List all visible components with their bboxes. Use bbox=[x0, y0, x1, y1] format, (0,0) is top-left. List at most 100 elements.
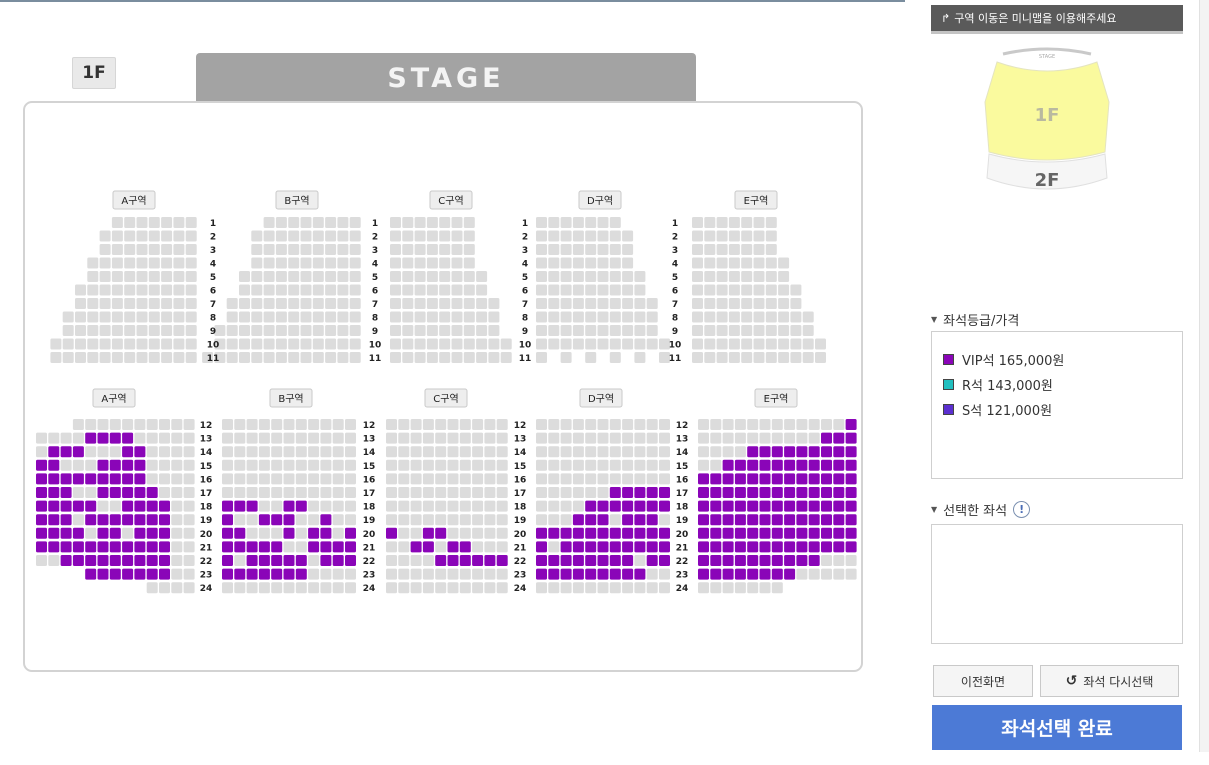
seat-empty[interactable] bbox=[609, 230, 621, 242]
seat-empty[interactable] bbox=[251, 257, 263, 269]
seat-vip[interactable] bbox=[572, 527, 584, 539]
seat-vip[interactable] bbox=[85, 514, 97, 526]
seat-empty[interactable] bbox=[692, 217, 703, 228]
seat-empty[interactable] bbox=[609, 244, 621, 255]
seat-empty[interactable] bbox=[536, 257, 547, 269]
seat-empty[interactable] bbox=[325, 217, 337, 228]
seat-empty[interactable] bbox=[283, 459, 295, 471]
seat-vip[interactable] bbox=[560, 541, 572, 553]
seat-vip[interactable] bbox=[159, 555, 170, 566]
seat-empty[interactable] bbox=[410, 500, 422, 512]
seat-vip[interactable] bbox=[759, 555, 771, 566]
seat-empty[interactable] bbox=[476, 284, 488, 296]
complete-selection-button[interactable]: 좌석선택 완료 bbox=[932, 705, 1182, 750]
seat-empty[interactable] bbox=[214, 352, 226, 363]
seat-empty[interactable] bbox=[634, 419, 646, 430]
seat-empty[interactable] bbox=[386, 555, 397, 566]
seat-empty[interactable] bbox=[459, 432, 471, 444]
seat-empty[interactable] bbox=[488, 352, 500, 363]
seat-empty[interactable] bbox=[246, 514, 258, 526]
seat-empty[interactable] bbox=[536, 514, 547, 526]
seat-empty[interactable] bbox=[659, 473, 670, 485]
seat-empty[interactable] bbox=[398, 555, 410, 566]
seat-empty[interactable] bbox=[75, 338, 86, 350]
seat-empty[interactable] bbox=[271, 527, 283, 539]
seat-vip[interactable] bbox=[585, 500, 597, 512]
seat-empty[interactable] bbox=[72, 514, 84, 526]
seat-empty[interactable] bbox=[136, 311, 148, 323]
seat-empty[interactable] bbox=[548, 298, 560, 309]
seat-empty[interactable] bbox=[386, 541, 397, 553]
seat-empty[interactable] bbox=[753, 284, 765, 296]
seat-vip[interactable] bbox=[36, 500, 47, 512]
seat-empty[interactable] bbox=[536, 217, 547, 228]
seat-vip[interactable] bbox=[97, 568, 109, 580]
seat-empty[interactable] bbox=[646, 325, 658, 336]
seat-empty[interactable] bbox=[288, 298, 300, 309]
seat-empty[interactable] bbox=[148, 257, 160, 269]
seat-empty[interactable] bbox=[148, 271, 160, 282]
seat-vip[interactable] bbox=[747, 527, 759, 539]
seat-empty[interactable] bbox=[451, 311, 463, 323]
seat-vip[interactable] bbox=[422, 527, 434, 539]
seat-empty[interactable] bbox=[271, 473, 283, 485]
seat-empty[interactable] bbox=[548, 473, 560, 485]
seat-empty[interactable] bbox=[111, 284, 123, 296]
seat-empty[interactable] bbox=[728, 298, 740, 309]
seat-vip[interactable] bbox=[585, 568, 597, 580]
seat-vip[interactable] bbox=[283, 514, 295, 526]
seat-empty[interactable] bbox=[300, 244, 312, 255]
seat-empty[interactable] bbox=[288, 352, 300, 363]
seat-empty[interactable] bbox=[36, 446, 47, 458]
seat-empty[interactable] bbox=[50, 352, 62, 363]
seat-empty[interactable] bbox=[183, 432, 195, 444]
seat-empty[interactable] bbox=[283, 487, 295, 498]
seat-empty[interactable] bbox=[459, 582, 471, 594]
seat-vip[interactable] bbox=[771, 473, 783, 485]
seat-empty[interactable] bbox=[560, 352, 572, 363]
seat-vip[interactable] bbox=[109, 568, 121, 580]
seat-empty[interactable] bbox=[75, 298, 86, 309]
seat-empty[interactable] bbox=[741, 298, 753, 309]
seat-empty[interactable] bbox=[741, 217, 753, 228]
seat-vip[interactable] bbox=[435, 527, 447, 539]
seat-empty[interactable] bbox=[312, 271, 324, 282]
seat-vip[interactable] bbox=[845, 459, 857, 471]
seat-empty[interactable] bbox=[325, 271, 337, 282]
seat-empty[interactable] bbox=[778, 298, 790, 309]
seat-empty[interactable] bbox=[597, 217, 609, 228]
seat-empty[interactable] bbox=[159, 432, 170, 444]
seat-empty[interactable] bbox=[345, 432, 356, 444]
seat-empty[interactable] bbox=[833, 568, 845, 580]
seat-vip[interactable] bbox=[771, 541, 783, 553]
seat-empty[interactable] bbox=[99, 284, 111, 296]
seat-vip[interactable] bbox=[659, 527, 670, 539]
seat-empty[interactable] bbox=[704, 325, 716, 336]
seat-empty[interactable] bbox=[488, 338, 500, 350]
seat-empty[interactable] bbox=[312, 338, 324, 350]
reset-seats-button[interactable]: ↺ 좌석 다시선택 bbox=[1040, 665, 1179, 697]
seat-empty[interactable] bbox=[808, 568, 820, 580]
seat-empty[interactable] bbox=[704, 298, 716, 309]
seat-empty[interactable] bbox=[597, 244, 609, 255]
seat-vip[interactable] bbox=[698, 541, 709, 553]
seat-vip[interactable] bbox=[60, 487, 72, 498]
seat-empty[interactable] bbox=[572, 500, 584, 512]
seat-empty[interactable] bbox=[312, 244, 324, 255]
seat-empty[interactable] bbox=[171, 500, 183, 512]
seat-vip[interactable] bbox=[722, 459, 734, 471]
seat-empty[interactable] bbox=[295, 459, 307, 471]
seat-empty[interactable] bbox=[246, 432, 258, 444]
seat-empty[interactable] bbox=[402, 244, 414, 255]
seat-empty[interactable] bbox=[159, 487, 170, 498]
seat-vip[interactable] bbox=[48, 514, 60, 526]
seat-vip[interactable] bbox=[659, 541, 670, 553]
seat-empty[interactable] bbox=[698, 446, 709, 458]
seat-empty[interactable] bbox=[222, 487, 233, 498]
seat-empty[interactable] bbox=[87, 311, 99, 323]
seat-vip[interactable] bbox=[759, 473, 771, 485]
seat-empty[interactable] bbox=[345, 514, 356, 526]
seat-empty[interactable] bbox=[609, 298, 621, 309]
seat-empty[interactable] bbox=[325, 298, 337, 309]
seat-empty[interactable] bbox=[597, 271, 609, 282]
